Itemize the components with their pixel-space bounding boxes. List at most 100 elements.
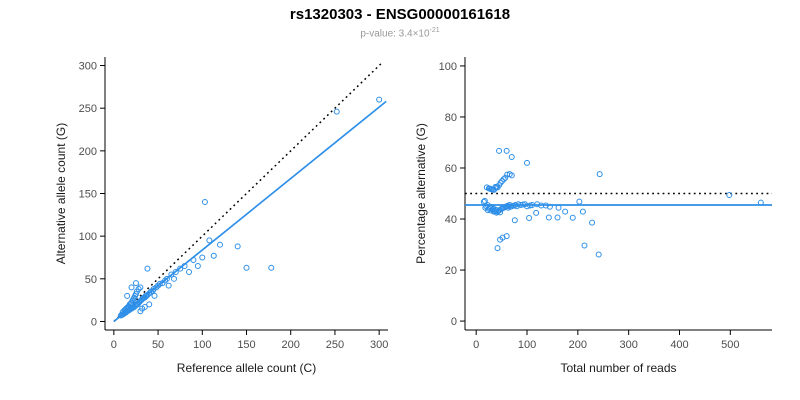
data-point [153,284,160,291]
x-axis-label: Reference allele count (C) [177,361,316,375]
data-point [546,203,553,210]
regression-line [113,100,387,323]
data-point [542,202,549,209]
data-point [589,219,596,226]
subtitle-text: p-value: 3.4×10 [360,28,430,40]
panel-reads-vs-percentage: 0 100 200 300 400 500 0 20 40 60 80 100 Total number… [414,57,772,375]
data-point [132,291,139,298]
x-tick-label: 0 [473,339,479,351]
data-point [508,172,515,179]
data-point [480,198,487,205]
data-point [155,282,162,289]
data-point [757,199,764,206]
data-point [243,264,250,271]
data-point [726,192,733,199]
data-point [494,245,501,252]
y-tick-label: 50 [85,274,97,286]
y-tick-label: 150 [79,189,97,201]
x-tick-label: 0 [111,339,117,351]
x-tick-label: 200 [282,339,300,351]
x-tick-label: 400 [670,339,688,351]
data-point [201,199,208,206]
identity-line [113,61,384,323]
data-point [234,243,241,250]
y-tick-label: 0 [91,316,97,328]
data-point [141,303,148,310]
data-point [216,241,223,248]
data-point [545,214,552,221]
points-ref-vs-alt [117,96,383,319]
y-tick-label: 200 [79,146,97,158]
data-point [137,284,144,291]
x-tick-label: 500 [721,339,739,351]
x-tick-label: 300 [619,339,637,351]
subtitle-exponent: -21 [429,27,440,34]
data-point [172,268,179,275]
data-point [181,263,188,270]
data-point [500,176,507,183]
figure-title: rs1320303 - ENSG00000161618 [289,6,511,23]
x-axis-label: Total number of reads [560,361,676,375]
data-point [146,301,153,308]
data-point [163,275,170,282]
data-point [496,147,503,154]
data-point [156,280,163,287]
y-tick-label: 100 [79,231,97,243]
data-point [132,280,139,287]
data-point [376,96,383,103]
data-point [165,282,172,289]
x-tick-label: 300 [370,339,388,351]
data-point [497,179,504,186]
data-point [503,233,510,240]
data-point [511,217,518,224]
data-point [206,237,213,244]
data-point [190,257,197,264]
scatter-plots: 0 50 100 150 200 250 300050100150200250300Refe… [54,57,772,375]
y-axis-label: Percentage alternative (G) [414,123,428,264]
data-point [162,277,169,284]
data-point [151,292,158,299]
data-point [524,159,531,166]
y-tick-label: 60 [445,163,457,175]
data-point [508,154,515,161]
data-point [562,208,569,215]
data-point [596,171,603,178]
data-point [533,209,540,216]
data-point [144,265,151,272]
y-tick-label: 250 [79,103,97,115]
figure-subtitle: p-value: 3.4×10-21 [0,27,800,39]
x-tick-label: 100 [193,339,211,351]
data-point [268,264,275,271]
data-point [210,252,217,259]
data-point [168,271,175,278]
panel-ref-vs-alt: 0 50 100 150 200 250 300 0 50 100 150 200 250 300 Refe… [54,57,388,375]
data-point [579,208,586,215]
data-point [534,201,541,208]
x-tick-label: 100 [518,339,536,351]
data-point [503,147,510,154]
data-point [595,251,602,258]
y-axis-label: Alternative allele count (G) [54,123,68,264]
data-point [581,242,588,249]
x-tick-label: 50 [152,339,164,351]
x-tick-label: 150 [237,339,255,351]
y-tick-label: 40 [445,214,457,226]
data-point [128,284,135,291]
x-tick-label: 200 [569,339,587,351]
data-point [512,201,519,208]
data-point [144,292,151,299]
data-point [194,263,201,270]
y-tick-label: 100 [439,61,457,73]
y-tick-label: 0 [451,316,457,328]
data-point [333,108,340,115]
data-point [554,214,561,221]
data-point [526,214,533,221]
data-point [499,177,506,184]
data-point [199,254,206,261]
data-point [124,292,131,299]
data-point [170,275,177,282]
data-point [555,204,562,211]
data-point [186,268,193,275]
y-tick-label: 80 [445,112,457,124]
